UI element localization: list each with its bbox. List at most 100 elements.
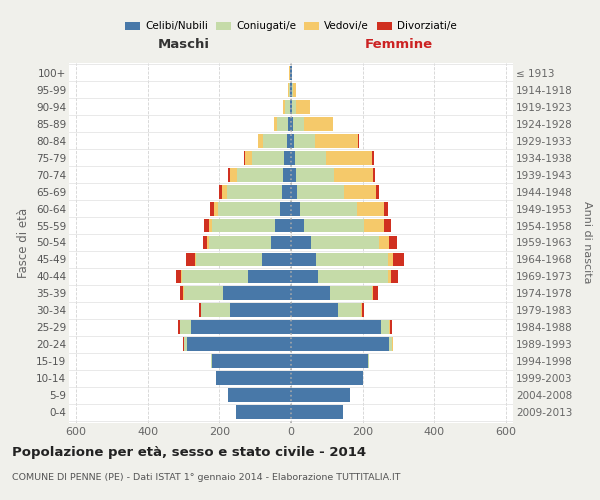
Bar (290, 66, 291, 80)
Bar (362, 304, 364, 318)
Bar (277, 116, 288, 130)
Bar (275, 218, 291, 232)
Bar (300, 202, 357, 215)
Bar (229, 168, 230, 181)
Bar (263, 134, 287, 147)
Bar (393, 252, 404, 266)
Bar (291, 168, 296, 181)
Bar (389, 320, 390, 334)
Bar (389, 236, 397, 250)
Bar (220, 184, 222, 198)
Bar (379, 236, 389, 250)
Bar (203, 236, 207, 250)
Bar (334, 168, 373, 181)
Bar (295, 150, 326, 164)
Bar (364, 218, 384, 232)
Bar (245, 150, 251, 164)
Bar (291, 66, 292, 80)
Bar (293, 82, 296, 96)
Bar (291, 270, 318, 283)
Legend: Celibi/Nubili, Coniugati/e, Vedovi/e, Divorziati/e: Celibi/Nubili, Coniugati/e, Vedovi/e, Di… (121, 18, 461, 36)
Bar (258, 134, 263, 147)
Text: Popolazione per età, sesso e stato civile - 2014: Popolazione per età, sesso e stato civil… (12, 446, 366, 459)
Bar (216, 372, 291, 386)
Bar (391, 270, 398, 283)
Bar (282, 184, 291, 198)
Bar (195, 252, 196, 266)
Bar (288, 116, 291, 130)
Bar (291, 354, 368, 368)
Bar (283, 168, 291, 181)
Bar (291, 202, 300, 215)
Bar (222, 184, 227, 198)
Bar (376, 184, 379, 198)
Bar (291, 388, 350, 402)
Bar (298, 184, 344, 198)
Bar (289, 82, 290, 96)
Bar (291, 82, 292, 96)
Bar (380, 320, 389, 334)
Bar (227, 184, 282, 198)
Bar (290, 82, 291, 96)
Bar (390, 320, 392, 334)
Bar (176, 270, 181, 283)
Bar (384, 218, 391, 232)
Bar (311, 236, 379, 250)
Bar (316, 252, 388, 266)
Bar (291, 236, 311, 250)
Bar (304, 116, 332, 130)
Bar (209, 236, 271, 250)
Bar (326, 150, 372, 164)
Bar (214, 202, 218, 215)
Bar (180, 320, 191, 334)
Bar (291, 252, 316, 266)
Bar (361, 304, 362, 318)
Bar (178, 320, 179, 334)
Bar (291, 134, 294, 147)
Bar (230, 168, 236, 181)
Bar (291, 338, 389, 351)
Bar (287, 134, 291, 147)
Bar (183, 338, 184, 351)
Bar (284, 150, 291, 164)
Bar (291, 372, 362, 386)
Bar (223, 286, 291, 300)
Bar (236, 168, 283, 181)
Bar (184, 338, 187, 351)
Bar (186, 252, 195, 266)
Bar (181, 270, 182, 283)
Bar (290, 100, 291, 114)
Bar (283, 100, 285, 114)
Bar (181, 286, 183, 300)
Bar (292, 82, 293, 96)
Text: Femmine: Femmine (364, 38, 433, 51)
Bar (235, 406, 291, 419)
Bar (291, 218, 304, 232)
Bar (316, 134, 358, 147)
Y-axis label: Fasce di età: Fasce di età (17, 208, 31, 278)
Bar (291, 150, 295, 164)
Bar (357, 202, 384, 215)
Bar (251, 150, 284, 164)
Bar (344, 184, 376, 198)
Bar (204, 218, 209, 232)
Bar (212, 218, 275, 232)
Bar (271, 236, 291, 250)
Bar (373, 286, 377, 300)
Bar (384, 202, 388, 215)
Bar (288, 82, 289, 96)
Bar (202, 304, 230, 318)
Bar (230, 304, 291, 318)
Bar (291, 304, 338, 318)
Bar (262, 252, 291, 266)
Bar (291, 286, 331, 300)
Bar (372, 150, 374, 164)
Text: COMUNE DI PENNE (PE) - Dati ISTAT 1° gennaio 2014 - Elaborazione TUTTITALIA.IT: COMUNE DI PENNE (PE) - Dati ISTAT 1° gen… (12, 473, 401, 482)
Bar (338, 304, 361, 318)
Bar (388, 252, 393, 266)
Bar (358, 134, 359, 147)
Bar (388, 270, 391, 283)
Bar (291, 184, 298, 198)
Bar (182, 270, 248, 283)
Bar (196, 252, 262, 266)
